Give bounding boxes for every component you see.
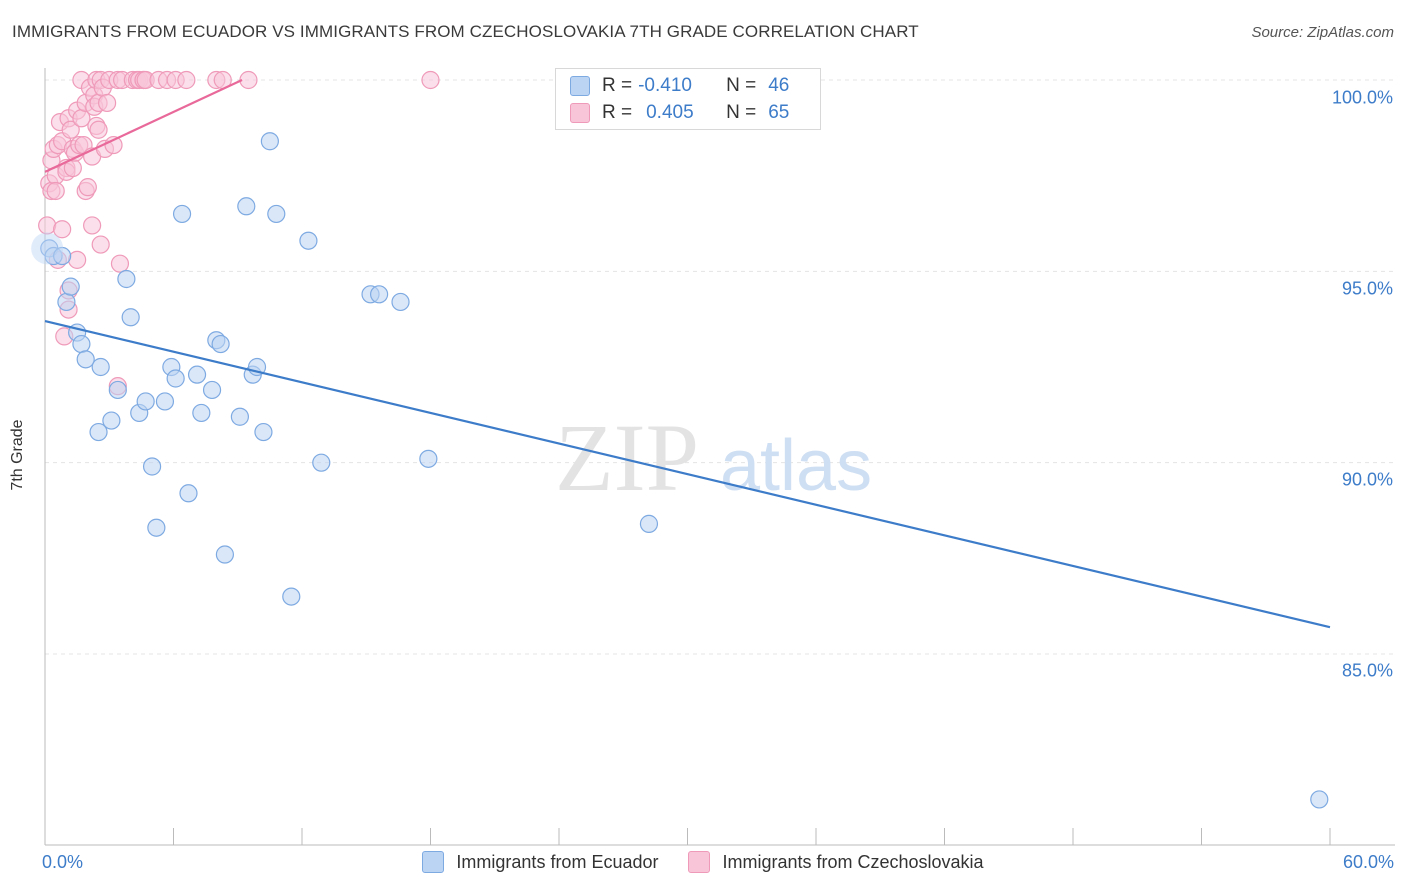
y-tick-100: 100.0%	[1331, 87, 1393, 108]
ecuador-point	[254, 422, 273, 442]
ecuador-point	[147, 518, 166, 537]
ecuador-point	[639, 514, 659, 533]
ecuador-point	[312, 453, 331, 472]
ecuador-point	[166, 369, 185, 388]
ecuador-point	[117, 269, 136, 289]
y-axis-label: 7th Grade	[9, 419, 26, 491]
ecuador-point	[72, 334, 91, 354]
legend-item-ecuador[interactable]: Immigrants from Ecuador	[422, 851, 658, 873]
x-tick-min: 0.0%	[42, 852, 84, 872]
x-tick-max: 60.0%	[1342, 852, 1394, 872]
ecuador-point	[89, 422, 108, 442]
ecuador-point	[391, 292, 410, 312]
ecuador-point	[53, 246, 72, 266]
axes	[44, 68, 1395, 846]
ecuador-n-value: 46	[768, 75, 790, 96]
legend-czech-swatch-icon	[688, 851, 711, 873]
ecuador-point	[155, 392, 175, 411]
watermark-zip: ZIP	[555, 404, 699, 511]
czech-point	[421, 70, 440, 90]
y-tick-90: 90.0%	[1341, 469, 1393, 490]
czech-r-value: 0.405	[646, 102, 694, 123]
czech-swatch-icon	[570, 103, 590, 123]
ecuador-point	[419, 449, 438, 468]
ecuador-point	[179, 484, 198, 503]
series-czechoslovakia-points	[38, 70, 440, 396]
legend: Immigrants from Ecuador Immigrants from …	[0, 851, 1406, 873]
ecuador-point	[215, 545, 234, 564]
czech-point	[46, 181, 65, 201]
ecuador-point	[108, 380, 127, 400]
stats-row-czech: R = 0.405 N = 65	[570, 100, 789, 126]
ecuador-point	[76, 350, 95, 369]
ecuador-point	[202, 380, 222, 400]
czech-point	[78, 178, 97, 197]
ecuador-point	[136, 392, 155, 411]
watermark: ZIP atlas	[555, 404, 872, 511]
czech-point	[177, 70, 196, 90]
czech-point	[91, 235, 110, 254]
ecuador-trend-line	[44, 320, 1331, 629]
ecuador-n-label: N =	[726, 75, 757, 96]
ecuador-point-cluster	[31, 232, 64, 265]
ecuador-point	[121, 308, 140, 327]
czech-point	[83, 216, 102, 235]
czech-point	[53, 220, 72, 239]
czech-n-value: 65	[768, 102, 790, 123]
ecuador-point	[237, 197, 256, 216]
trend-lines	[44, 79, 1331, 629]
stats-box: R = -0.410 N = 46 R = 0.405 N = 65	[555, 68, 821, 130]
ecuador-r-value: -0.410	[638, 75, 692, 96]
czech-point	[61, 120, 80, 139]
y-tick-95: 95.0%	[1341, 278, 1393, 299]
ecuador-point	[57, 292, 76, 312]
ecuador-point	[61, 277, 80, 296]
series-ecuador-points	[31, 86, 1329, 809]
ecuador-point	[142, 457, 162, 476]
czech-point	[89, 120, 108, 139]
ecuador-r-label: R =	[602, 75, 633, 96]
czech-point	[38, 216, 57, 235]
source-label: Source: ZipAtlas.com	[1251, 24, 1394, 41]
stats-row-ecuador: R = -0.410 N = 46	[570, 73, 789, 99]
czech-n-label: N =	[726, 102, 757, 123]
ecuador-point	[187, 365, 207, 384]
ecuador-point	[267, 204, 286, 224]
czech-point	[239, 70, 258, 90]
grid-lines	[45, 79, 1395, 655]
watermark-atlas: atlas	[720, 426, 872, 506]
ecuador-point	[192, 403, 211, 423]
legend-ecuador-swatch-icon	[422, 851, 445, 873]
ecuador-point	[172, 204, 192, 224]
czech-trend-line	[44, 79, 243, 173]
chart-title: IMMIGRANTS FROM ECUADOR VS IMMIGRANTS FR…	[12, 22, 919, 41]
ecuador-point	[282, 587, 301, 606]
y-tick-85: 85.0%	[1341, 660, 1393, 681]
czech-point	[68, 250, 87, 269]
legend-czech-label: Immigrants from Czechoslovakia	[722, 851, 984, 872]
ecuador-point	[370, 285, 389, 304]
ecuador-swatch-icon	[570, 76, 590, 96]
ecuador-point	[211, 334, 230, 354]
ecuador-point	[102, 411, 121, 430]
czech-point	[98, 93, 117, 113]
czech-r-label: R =	[602, 102, 633, 123]
ecuador-point	[260, 132, 279, 151]
ecuador-point	[91, 357, 110, 377]
legend-item-czechoslovakia[interactable]: Immigrants from Czechoslovakia	[688, 851, 984, 873]
ecuador-point	[1310, 790, 1329, 809]
legend-ecuador-label: Immigrants from Ecuador	[456, 851, 659, 872]
ecuador-point	[299, 231, 318, 250]
czech-point	[110, 254, 130, 273]
ecuador-point	[230, 407, 249, 426]
